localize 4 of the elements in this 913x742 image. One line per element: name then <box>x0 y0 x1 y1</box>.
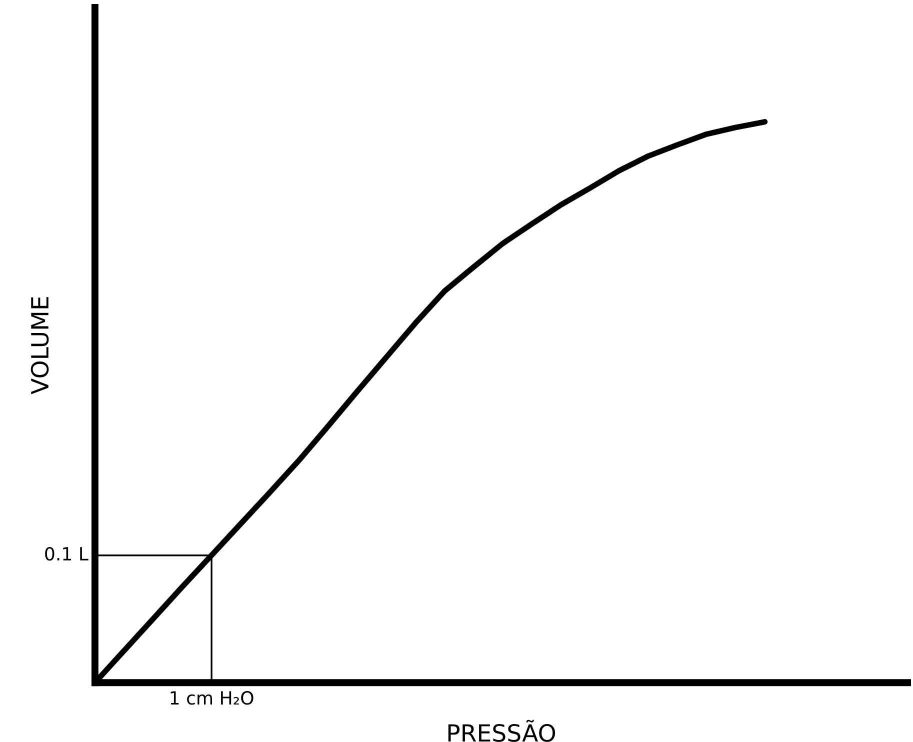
y-axis-title: VOLUME <box>30 297 49 394</box>
text: 1 cm H₂O <box>170 691 254 705</box>
annotation: 0.1 L <box>45 546 88 561</box>
x-axis-title: PRESSÃO <box>448 720 556 742</box>
